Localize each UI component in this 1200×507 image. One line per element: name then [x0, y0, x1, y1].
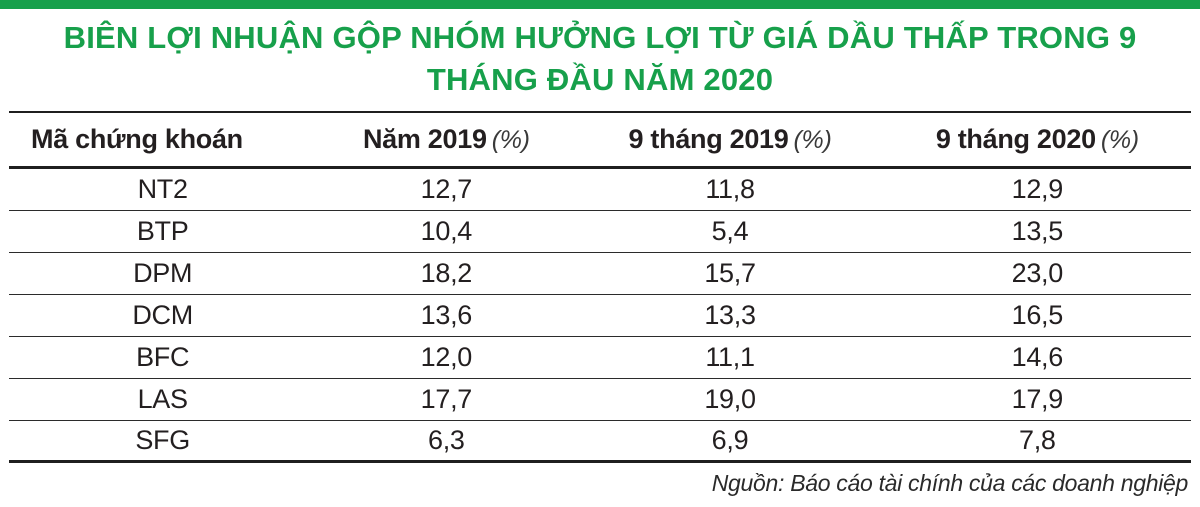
- stock-code-cell: DCM: [132, 300, 193, 330]
- value-cell-9m-2019: 15,7: [704, 258, 756, 288]
- value-cell-9m-2019: 13,3: [704, 300, 756, 330]
- value-cell-year-2019: 6,3: [428, 425, 465, 455]
- value-cell-9m-2019: 6,9: [711, 425, 749, 455]
- value-cell-9m-2020: 14,6: [1011, 342, 1064, 372]
- value-cell-year-2019: 10,4: [420, 216, 473, 246]
- column-header-9m-2020: 9 tháng 2020 (%): [884, 124, 1191, 155]
- stock-code-cell: BTP: [136, 216, 189, 246]
- column-header-9m-2019: 9 tháng 2019 (%): [576, 124, 883, 155]
- margins-table: Mã chứng khoán Năm 2019 (%) 9 tháng 2019(…: [9, 111, 1191, 463]
- value-cell-9m-2020: 16,5: [1011, 300, 1064, 330]
- column-header-year-2019: Năm 2019 (%): [316, 124, 576, 155]
- column-header-label: Mã chứng khoán: [31, 124, 243, 154]
- value-cell-9m-2020: 12,9: [1011, 174, 1064, 204]
- column-header-unit: (%): [793, 126, 832, 154]
- table-row: LAS 17,7 19,0 17,9: [9, 379, 1191, 421]
- column-header-label: 9 tháng 2020: [935, 124, 1096, 154]
- column-header-unit: (%): [491, 126, 530, 154]
- stock-code-cell: SFG: [135, 425, 190, 455]
- source-attribution: Nguồn: Báo cáo tài chính của các doanh n…: [711, 470, 1189, 496]
- stock-code-cell: NT2: [137, 174, 188, 204]
- value-cell-year-2019: 18,2: [420, 258, 473, 288]
- accent-top-bar: [0, 0, 1200, 9]
- value-cell-year-2019: 12,7: [420, 174, 473, 204]
- value-cell-9m-2019: 5,4: [711, 216, 749, 246]
- table-row: BTP 10,4 5,4 13,5: [9, 211, 1191, 253]
- table-row: DPM 18,2 15,7 23,0: [9, 253, 1191, 295]
- value-cell-9m-2020: 13,5: [1011, 216, 1064, 246]
- stock-code-cell: LAS: [137, 384, 188, 414]
- table-row: SFG 6,3 6,9 7,8: [9, 421, 1191, 463]
- chart-title: BIÊN LỢI NHUẬN GỘP NHÓM HƯỞNG LỢI TỪ GIÁ…: [63, 20, 1137, 97]
- stock-code-cell: DPM: [133, 258, 193, 288]
- value-cell-year-2019: 17,7: [420, 384, 473, 414]
- value-cell-9m-2020: 23,0: [1011, 258, 1064, 288]
- value-cell-9m-2019: 11,1: [705, 342, 755, 372]
- column-header-unit: (%): [1100, 126, 1139, 154]
- value-cell-9m-2019: 11,8: [705, 174, 755, 204]
- value-cell-year-2019: 12,0: [420, 342, 473, 372]
- value-cell-9m-2020: 7,8: [1018, 425, 1056, 455]
- table-row: BFC 12,0 11,1 14,6: [9, 337, 1191, 379]
- value-cell-9m-2020: 17,9: [1011, 384, 1064, 414]
- table-header-row: Mã chứng khoán Năm 2019 (%) 9 tháng 2019(…: [9, 111, 1191, 169]
- column-header-label: Năm 2019: [362, 124, 487, 154]
- column-header-stock-code: Mã chứng khoán: [9, 124, 316, 155]
- table-row: DCM 13,6 13,3 16,5: [9, 295, 1191, 337]
- column-header-label: 9 tháng 2019: [628, 124, 789, 154]
- value-cell-year-2019: 13,6: [420, 300, 473, 330]
- table-row: NT2 12,7 11,8 12,9: [9, 169, 1191, 211]
- stock-code-cell: BFC: [136, 342, 190, 372]
- value-cell-9m-2019: 19,0: [704, 384, 756, 414]
